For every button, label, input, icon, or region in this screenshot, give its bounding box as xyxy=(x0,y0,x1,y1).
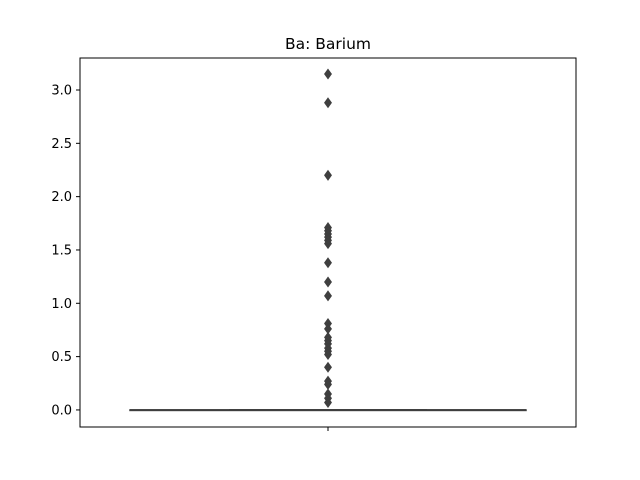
outlier-point xyxy=(324,169,332,181)
outlier-point xyxy=(324,68,332,80)
outlier-point xyxy=(324,97,332,109)
y-tick-label: 3.0 xyxy=(51,83,72,98)
outlier-point xyxy=(324,361,332,373)
y-tick-label: 1.5 xyxy=(51,243,72,258)
y-tick-label: 0.5 xyxy=(51,350,72,365)
outlier-point xyxy=(324,290,332,302)
y-axis: 0.0 0.5 1.0 1.5 2.0 2.5 3.0 xyxy=(51,83,80,418)
box-group xyxy=(129,409,527,412)
plot-frame xyxy=(79,57,577,428)
outlier-point xyxy=(324,348,332,360)
outlier-point xyxy=(324,396,332,408)
y-tick-label: 2.5 xyxy=(51,137,72,152)
y-tick-label: 0.0 xyxy=(51,403,72,418)
outlier-group xyxy=(324,68,332,408)
outlier-point xyxy=(324,257,332,269)
outlier-point xyxy=(324,276,332,288)
y-tick-label: 2.0 xyxy=(51,190,72,205)
y-tick-label: 1.0 xyxy=(51,297,72,312)
chart-title: Ba: Barium xyxy=(285,35,371,53)
outlier-point xyxy=(324,238,332,250)
